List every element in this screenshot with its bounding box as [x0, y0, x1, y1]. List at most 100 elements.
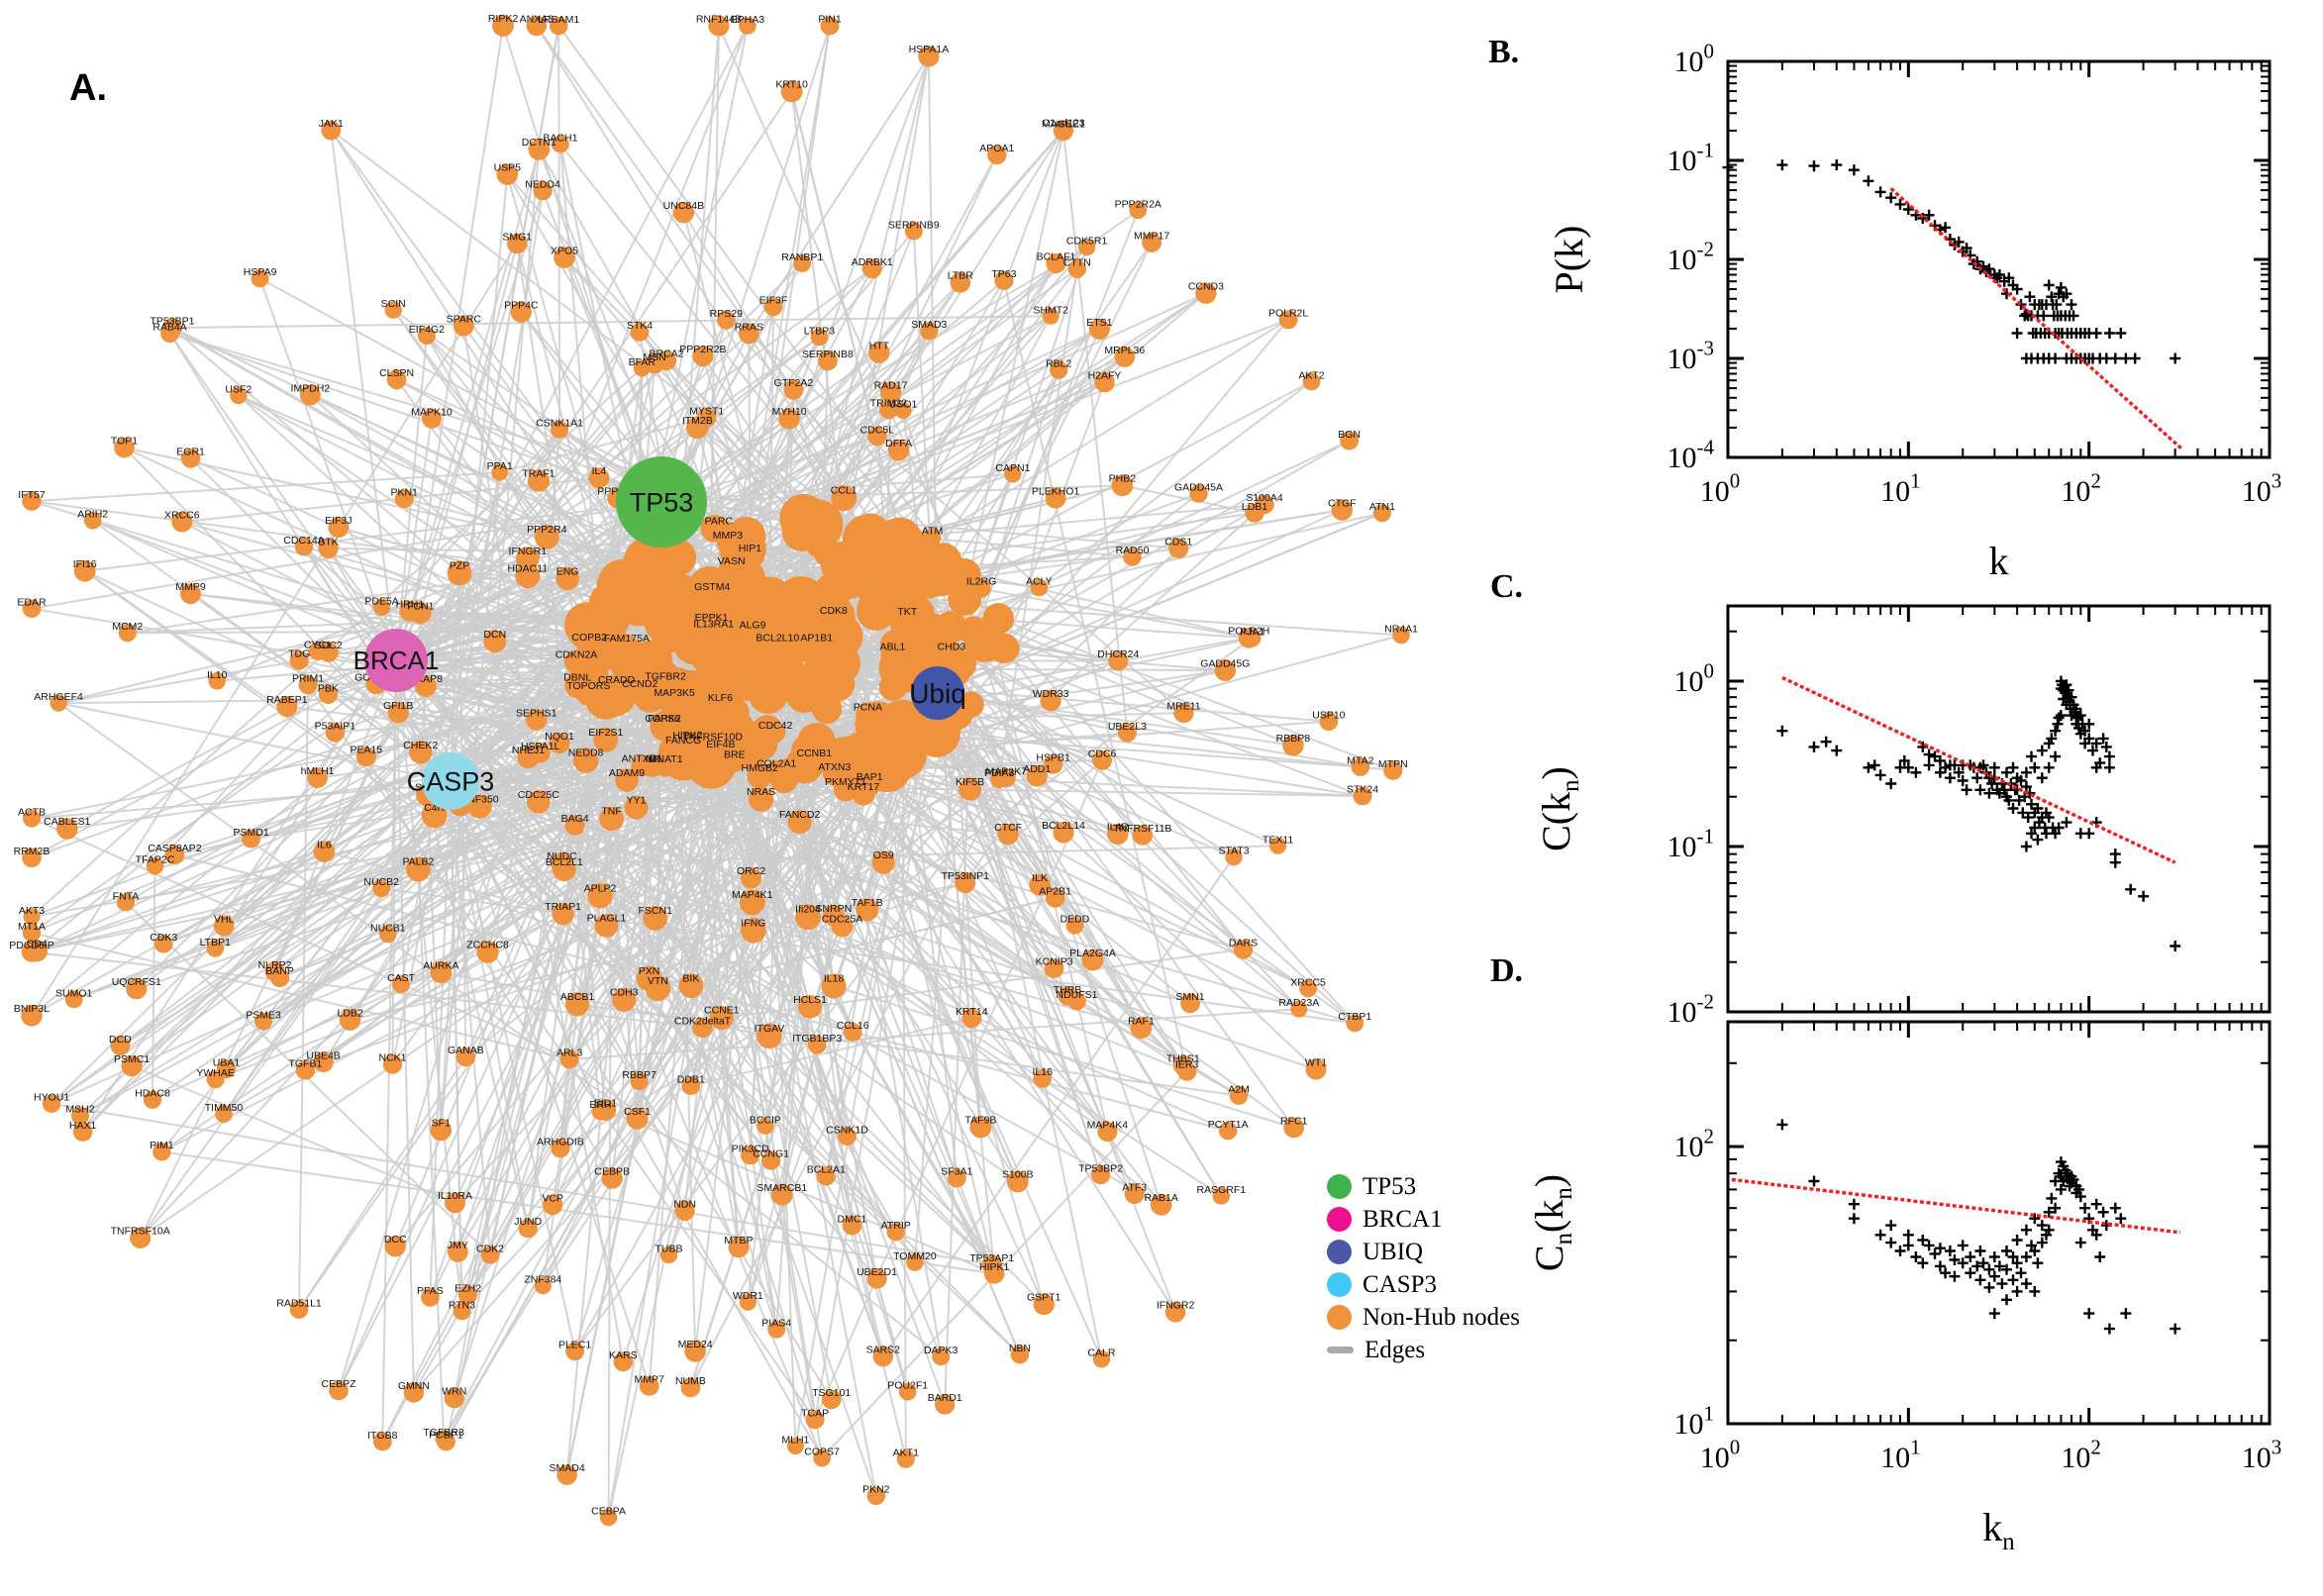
gene-label: CD4 [27, 939, 48, 950]
network-node [1132, 825, 1154, 846]
network-node [643, 906, 668, 931]
gene-label: UBA1 [213, 1056, 241, 1068]
gene-label: CCL16 [837, 1020, 869, 1032]
gene-label: DBNL [563, 672, 591, 684]
gene-label: ERH [589, 1099, 611, 1111]
network-node [72, 1122, 93, 1142]
network-node [716, 531, 740, 554]
network-node [444, 1388, 464, 1409]
legend-item-brca1: BRCA1 [1327, 1203, 1520, 1236]
gene-label: FANCG [665, 735, 701, 747]
gene-label: MMP3 [713, 530, 743, 542]
network-node [1026, 765, 1048, 787]
network-node [415, 675, 437, 697]
gene-label: TEX11 [1262, 834, 1293, 846]
axis-tick-label: 102 [2061, 1436, 2101, 1475]
network-node [533, 181, 553, 201]
gene-label: BNIP3L [14, 1003, 50, 1015]
network-node [770, 1183, 793, 1206]
gene-label: EIF4G2 [409, 324, 445, 336]
network-node [805, 634, 829, 657]
network-node [655, 755, 676, 777]
network-node [73, 559, 96, 582]
gene-label: EIF2S1 [588, 727, 623, 739]
network-node [552, 903, 574, 926]
network-node [1283, 1117, 1304, 1139]
network-node [1081, 948, 1104, 971]
gene-label: TGFBR3 [423, 1427, 464, 1439]
gene-label: NEDD8 [568, 748, 604, 759]
gene-label: SMAD3 [911, 319, 947, 331]
gene-label: SPARC [447, 313, 482, 325]
gene-label: IL2RG [966, 576, 996, 588]
axis-tick-label: 103 [2242, 1436, 2282, 1475]
network-node [457, 1285, 478, 1305]
gene-label: WDR33 [1033, 688, 1069, 700]
gene-label: BACH1 [543, 132, 577, 144]
gene-label: MAP4K1 [732, 889, 773, 901]
gene-label: THBS1 [1166, 1053, 1200, 1065]
network-node [299, 384, 321, 406]
network-node [783, 379, 804, 400]
network-node [636, 965, 662, 992]
gene-label: AP1B1 [800, 633, 833, 645]
network-node [798, 995, 822, 1019]
gene-label: PRIM1 [292, 673, 324, 685]
network-node [1046, 252, 1066, 274]
network-node [1094, 371, 1115, 393]
network-node [587, 883, 613, 909]
network-node [164, 845, 185, 865]
gene-label: IL10RA [438, 1190, 472, 1202]
network-node [409, 741, 433, 764]
gene-label: CDC6 [1088, 748, 1117, 759]
network-node [1040, 690, 1061, 712]
network-node [510, 301, 532, 323]
gene-label: NUDC [547, 850, 577, 862]
network-node [417, 327, 436, 345]
gene-label: BCL2L1 [546, 856, 583, 868]
network-node [1054, 120, 1073, 140]
network-node [852, 782, 875, 806]
network-node [1353, 786, 1372, 806]
gene-label: PHB2 [1109, 473, 1137, 485]
gene-label: MLH1 [781, 1435, 809, 1446]
gene-label: TAF1B [852, 897, 883, 909]
network-node [526, 709, 548, 731]
gene-label: PZP [450, 560, 469, 572]
network-node [563, 649, 589, 674]
gene-label: ATN1 [1369, 501, 1395, 513]
network-node [1091, 1165, 1111, 1185]
axis-tick-label: 100 [1700, 469, 1741, 509]
panel-a-label: A. [69, 67, 107, 109]
gene-label: TRIAP1 [545, 901, 581, 913]
network-node [615, 634, 639, 657]
ubiq-swatch-icon [1327, 1240, 1352, 1264]
gene-label: PIK3CD [732, 1144, 769, 1155]
network-node [543, 1194, 563, 1216]
legend-label-tp53: TP53 [1363, 1173, 1417, 1200]
gene-label: HTT [869, 340, 890, 351]
gene-label: CAST [387, 972, 416, 984]
hub-label-brca1: BRCA1 [354, 646, 440, 675]
network-node [50, 694, 67, 712]
network-node [64, 990, 83, 1009]
network-node [270, 968, 290, 988]
gene-label: EIF3J [325, 515, 352, 527]
network-node [251, 269, 269, 288]
gene-label: MNAT1 [649, 753, 683, 765]
network-node [1282, 735, 1304, 756]
gene-label: ADD1 [1023, 763, 1051, 775]
network-node [1033, 1069, 1052, 1088]
gene-label: BCLAF1 [1037, 250, 1076, 262]
gene-label: HDAC11 [507, 562, 548, 574]
gene-label: CEBPA [591, 1506, 626, 1518]
network-node [1030, 578, 1049, 597]
gene-label: LRSAM1 [538, 14, 579, 26]
network-node [1299, 979, 1317, 998]
network-node [394, 489, 414, 509]
gene-label: ACLY [1026, 575, 1053, 587]
gene-label: PLAGL1 [587, 913, 627, 925]
network-node [606, 676, 627, 697]
gene-label: KLF6 [708, 692, 733, 704]
